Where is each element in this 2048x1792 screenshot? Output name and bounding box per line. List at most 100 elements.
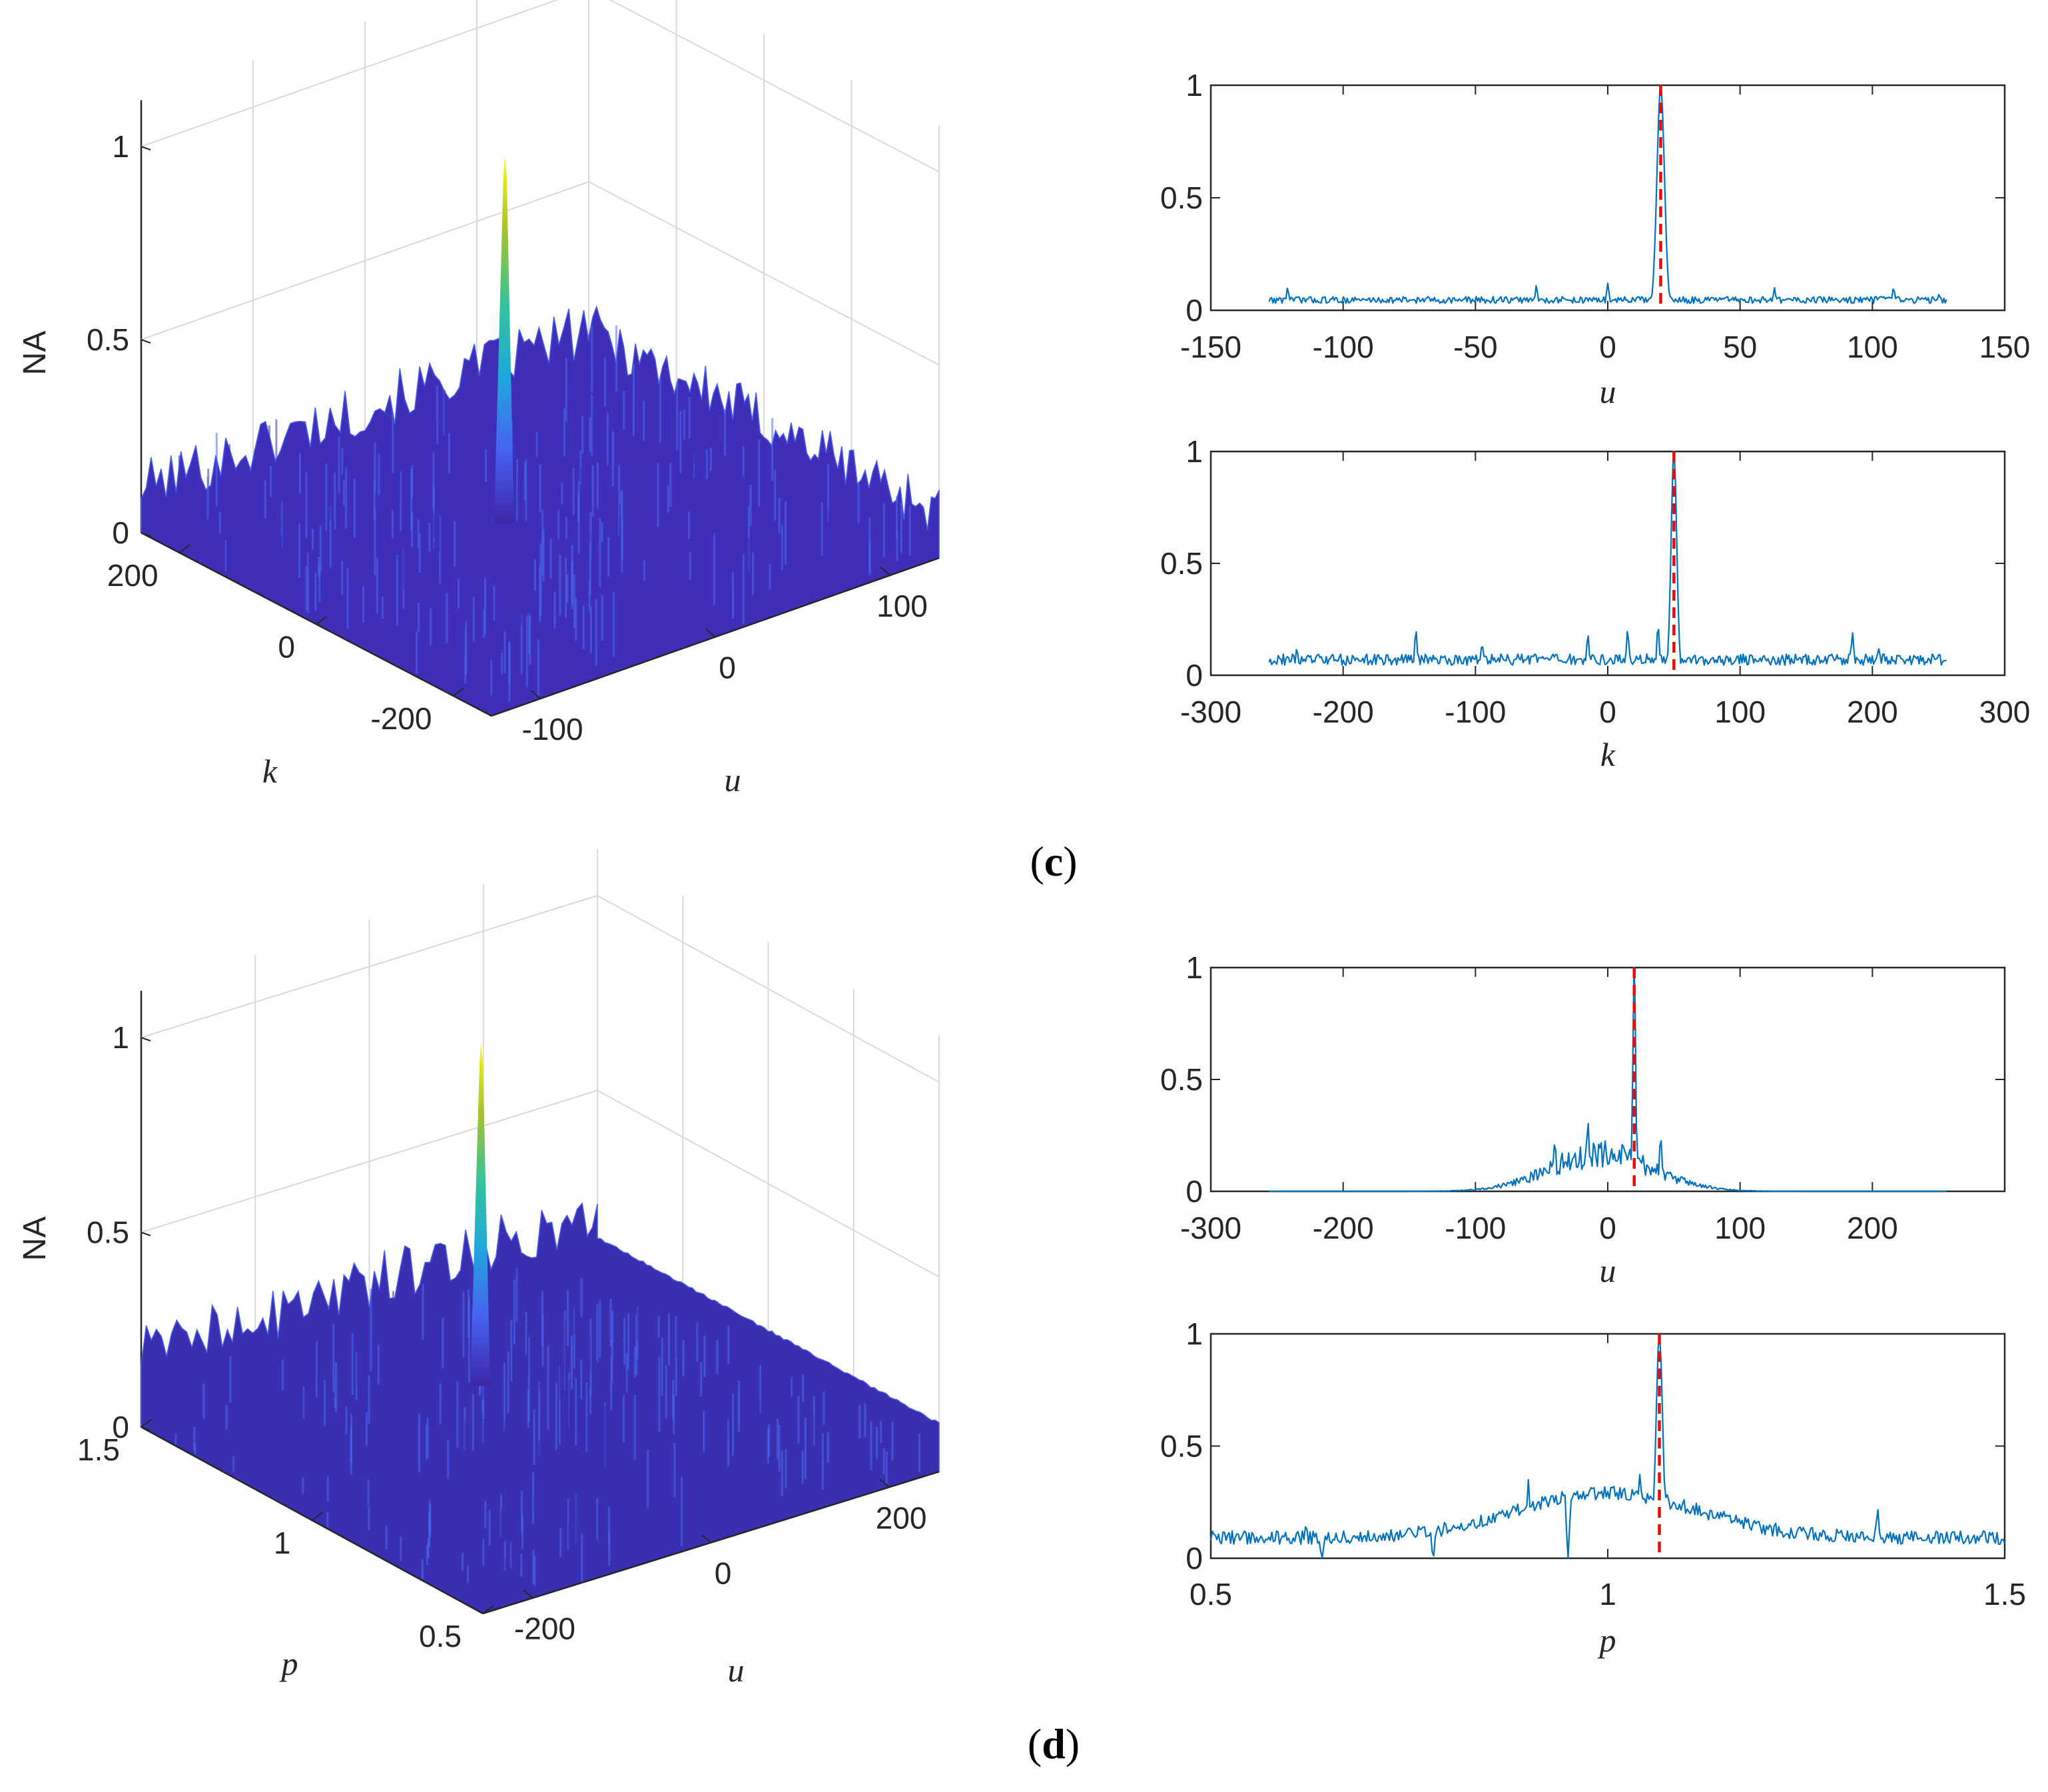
- y-tick-label: 1: [1186, 1317, 1203, 1351]
- y-tick-mark: [311, 1512, 324, 1521]
- y-tick-label: 1: [1186, 434, 1203, 469]
- z-tick-mark: [141, 1037, 151, 1042]
- x-tick-mark: [705, 628, 716, 638]
- x-tick-label: -300: [1180, 1211, 1241, 1245]
- line-plot-c-u: -150 -100 -50 0 50 100 150 0 0.5 1 u: [1160, 68, 2030, 410]
- x-tick-label: 1: [1599, 1577, 1616, 1612]
- series-line: [1268, 84, 1947, 304]
- x-tick-label: 100: [1714, 695, 1766, 729]
- series-line: [1268, 450, 1947, 666]
- x-tick-label: -100: [1445, 695, 1506, 729]
- plot-frame: [1209, 450, 2006, 677]
- y-tick-label: 0.5: [419, 1619, 462, 1653]
- x-tick-label: 100: [876, 589, 928, 623]
- y-tick-label: 0.5: [1160, 546, 1203, 581]
- y-tick-label: 200: [107, 558, 159, 593]
- x-tick-mark: [879, 1478, 890, 1488]
- x-tick-label: 150: [1979, 330, 2031, 364]
- x-tick-label: 0: [1599, 695, 1616, 729]
- x-tick-mark: [530, 690, 541, 699]
- y-tick-mark: [482, 1605, 494, 1614]
- z-tick-mark: [141, 339, 151, 344]
- y-tick-label: 1: [1186, 68, 1203, 103]
- x-axis-label: p: [1598, 1622, 1616, 1659]
- y-tick-label: 0: [1186, 293, 1203, 328]
- z-tick-mark: [141, 146, 151, 150]
- y-tick-label: 1.5: [77, 1432, 120, 1467]
- z-gridline: [141, 1089, 940, 1278]
- peak-spike: [494, 156, 514, 523]
- y-tick-label: 0.5: [1160, 180, 1203, 215]
- x-tick-label: 200: [876, 1500, 927, 1535]
- x-tick-label: -300: [1180, 695, 1241, 729]
- y-tick-label: 0: [1186, 658, 1203, 693]
- plot-frame: [1209, 84, 2006, 312]
- plot-frame: [1209, 966, 2006, 1193]
- x-tick-mark: [523, 1589, 533, 1599]
- z-axis-label: NA: [17, 1217, 53, 1261]
- x-tick-mark: [701, 1534, 712, 1544]
- x-tick-label: -150: [1180, 330, 1241, 364]
- z-tick-label: 0: [112, 1410, 129, 1444]
- y-tick-mark: [316, 615, 328, 625]
- z-axis-label: NA: [17, 331, 53, 376]
- peak-spike: [470, 1043, 491, 1386]
- x-tick-label: 0: [1599, 330, 1616, 364]
- x-tick-label: 1.5: [1983, 1577, 2026, 1612]
- x-tick-label: 200: [1847, 1211, 1898, 1245]
- y-tick-mark: [178, 544, 191, 553]
- x-tick-label: 0: [1599, 1211, 1616, 1245]
- y-axis-label: p: [280, 1645, 298, 1682]
- y-tick-label: 0: [1186, 1541, 1203, 1576]
- y-tick-label: 0: [1186, 1174, 1203, 1209]
- x-tick-label: 300: [1979, 695, 2031, 729]
- z-tick-label: 1: [112, 129, 129, 164]
- y-tick-label: 1: [1186, 950, 1203, 985]
- plot-frame: [1209, 1333, 2006, 1560]
- y-tick-mark: [452, 687, 465, 697]
- y-tick-label: 1: [274, 1526, 291, 1560]
- z-tick-label: 1: [112, 1020, 129, 1055]
- y-tick-label: -200: [370, 701, 432, 736]
- z-gridline: [141, 0, 940, 172]
- x-tick-label: -200: [1313, 1211, 1374, 1245]
- surface-plot-c: 0 0.5 1 NA -200 0 200 -100 0 100 k u: [17, 0, 940, 798]
- z-tick-label: 0.5: [87, 1215, 129, 1250]
- x-axis-label: u: [728, 1651, 745, 1689]
- caption-c: (c): [1030, 838, 1077, 885]
- line-plot-d-p: 0.5 1 1.500.51p: [1160, 1317, 2026, 1659]
- x-tick-mark: [880, 567, 891, 576]
- x-axis-label: k: [1600, 736, 1616, 773]
- z-gridline: [141, 180, 940, 366]
- x-axis-label: u: [725, 761, 741, 798]
- z-tick-label: 0.5: [87, 322, 129, 357]
- surface-plot-d: 0 0.5 1 NA 0.5 1 1.5 -200 0 200 p u: [17, 848, 940, 1689]
- series-line: [1269, 966, 1947, 1193]
- x-axis-label: u: [1600, 1252, 1616, 1289]
- caption-d: (d): [1028, 1720, 1080, 1767]
- x-tick-label: 0: [719, 651, 736, 685]
- z-gridline: [141, 894, 940, 1083]
- y-tick-label: 0.5: [1160, 1429, 1203, 1464]
- y-tick-label: 0: [278, 630, 295, 665]
- x-tick-label: -100: [1313, 330, 1374, 364]
- x-tick-label: 200: [1847, 695, 1898, 729]
- line-plot-c-k: -300 -200 -100 0 100 200 300 0 0.5 1 k: [1160, 434, 2030, 773]
- x-axis-label: u: [1600, 373, 1616, 410]
- x-tick-label: 0.5: [1190, 1577, 1232, 1612]
- z-tick-label: 0: [112, 515, 129, 550]
- z-tick-mark: [141, 1231, 151, 1237]
- x-tick-label: 50: [1723, 330, 1757, 364]
- series-line: [1209, 1333, 2006, 1560]
- line-plot-d-u: -300 -200 -100 0 100 200 0 0.5 1 u: [1160, 950, 2006, 1289]
- y-tick-mark: [141, 1418, 153, 1428]
- y-tick-label: 0.5: [1160, 1062, 1203, 1097]
- y-axis-label: k: [262, 752, 278, 790]
- x-tick-label: -200: [514, 1612, 575, 1646]
- x-tick-label: -100: [521, 712, 583, 747]
- x-tick-label: -200: [1313, 695, 1374, 729]
- x-tick-label: 0: [715, 1556, 732, 1591]
